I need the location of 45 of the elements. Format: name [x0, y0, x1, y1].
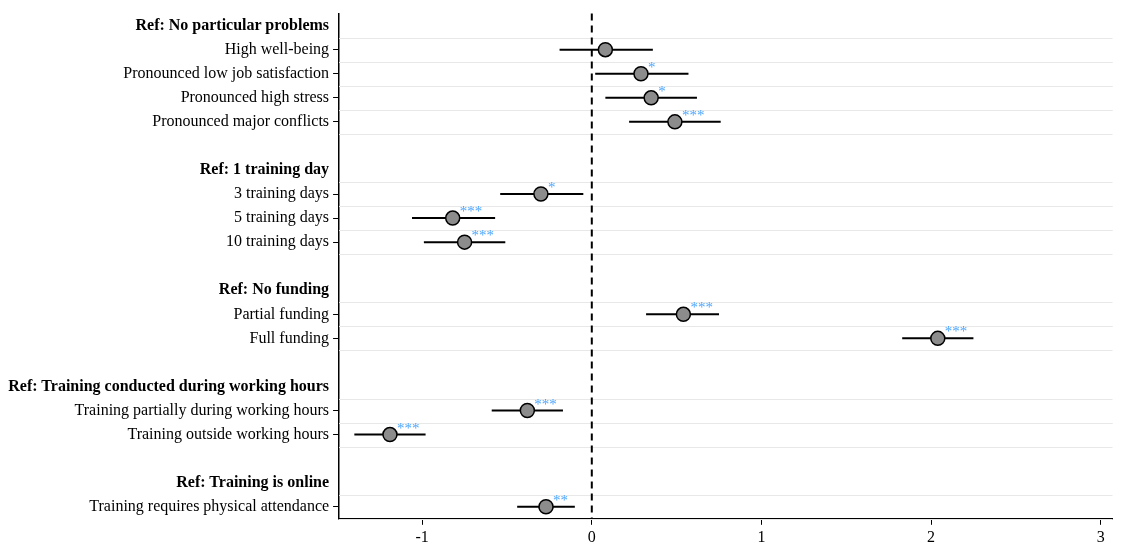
- point: [444, 210, 461, 226]
- data-label: *: [647, 58, 656, 75]
- y-tick-label: Pronounced low job satisfaction: [123, 63, 330, 82]
- y-tick-label: Ref: Training conducted during working hours: [8, 376, 330, 395]
- point: [533, 186, 549, 202]
- data-label: ***: [690, 299, 713, 316]
- y-tick-label: 5 training days: [233, 208, 330, 227]
- y-tick-label: Training requires physical attendance: [89, 496, 330, 515]
- point: [519, 402, 536, 419]
- point: [667, 114, 683, 130]
- y-tick-label: High well-being: [224, 39, 330, 58]
- y-tick-label: 10 training days: [225, 232, 330, 251]
- point: [930, 330, 946, 347]
- point: [597, 41, 614, 58]
- y-tick-label: Partial funding: [233, 304, 330, 323]
- x-tick-label: 0: [587, 527, 596, 545]
- y-tick-label: Full funding: [249, 328, 330, 347]
- y-tick-label: Ref: No funding: [218, 280, 330, 299]
- y-tick-label: Ref: Training is online: [176, 472, 330, 491]
- point: [382, 426, 398, 443]
- data-label: ***: [681, 106, 705, 123]
- x-tick-label: 3: [1096, 527, 1105, 545]
- x-tick-label: 1: [757, 527, 766, 545]
- data-label: *: [547, 179, 556, 196]
- data-label: ***: [396, 419, 420, 436]
- data-label: **: [553, 491, 568, 508]
- y-tick-label: Ref: No particular problems: [135, 15, 330, 34]
- data-label: ***: [944, 323, 968, 340]
- x-tick-label: 2: [927, 527, 936, 545]
- y-tick-label: Training outside working hours: [127, 424, 330, 443]
- x-tick-label: -1: [415, 527, 429, 545]
- point: [633, 65, 649, 82]
- data-label: ***: [459, 203, 483, 220]
- y-tick-label: Pronounced high stress: [180, 88, 330, 106]
- y-tick-label: 3 training days: [233, 184, 330, 203]
- y-tick-label: Pronounced major conflicts: [152, 112, 330, 131]
- point: [675, 306, 692, 323]
- data-label: *: [658, 82, 666, 99]
- data-label: ***: [534, 395, 557, 412]
- data-label: ***: [471, 227, 495, 244]
- point: [643, 90, 659, 106]
- point: [456, 234, 473, 250]
- y-tick-label: Ref: 1 training day: [199, 160, 330, 179]
- point: [538, 499, 554, 515]
- y-tick-label: Training partially during working hours: [74, 400, 330, 419]
